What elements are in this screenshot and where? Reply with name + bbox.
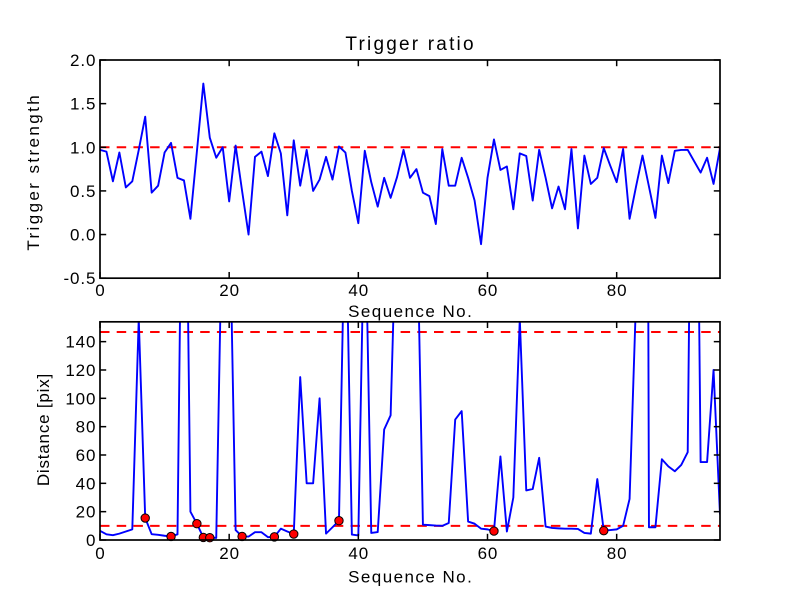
svg-text:40: 40 (348, 544, 369, 563)
svg-text:Distance [pix]: Distance [pix] (34, 373, 53, 486)
svg-text:Trigger strength: Trigger strength (24, 93, 43, 251)
svg-text:Sequence No.: Sequence No. (348, 568, 473, 587)
svg-text:1.0: 1.0 (70, 138, 96, 157)
svg-text:0.0: 0.0 (70, 226, 96, 245)
svg-text:-0.5: -0.5 (63, 269, 96, 288)
svg-text:40: 40 (76, 474, 97, 493)
svg-text:60: 60 (478, 544, 499, 563)
svg-text:100: 100 (65, 389, 96, 408)
svg-text:20: 20 (219, 281, 240, 300)
svg-text:0.5: 0.5 (70, 182, 96, 201)
svg-text:Sequence No.: Sequence No. (348, 302, 473, 321)
svg-text:0: 0 (95, 544, 105, 563)
svg-text:20: 20 (76, 503, 97, 522)
svg-text:80: 80 (607, 544, 628, 563)
svg-text:40: 40 (348, 281, 369, 300)
svg-text:0: 0 (86, 531, 96, 550)
svg-text:140: 140 (65, 333, 96, 352)
svg-text:20: 20 (219, 544, 240, 563)
svg-text:120: 120 (65, 361, 96, 380)
svg-text:60: 60 (76, 446, 97, 465)
svg-text:0: 0 (95, 281, 105, 300)
svg-text:80: 80 (76, 418, 97, 437)
svg-text:80: 80 (607, 281, 628, 300)
svg-text:2.0: 2.0 (70, 51, 96, 70)
svg-text:Trigger ratio: Trigger ratio (345, 34, 475, 55)
svg-text:1.5: 1.5 (70, 95, 96, 114)
svg-text:60: 60 (478, 281, 499, 300)
